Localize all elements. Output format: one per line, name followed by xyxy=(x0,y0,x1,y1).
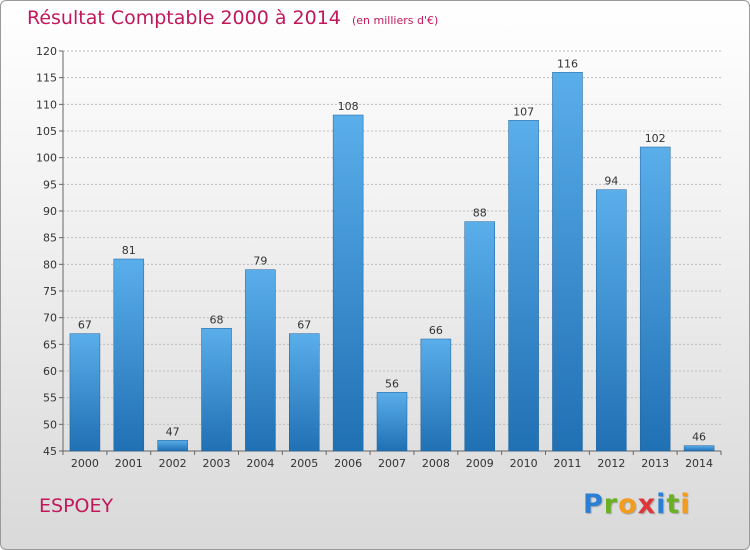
data-label-2014: 46 xyxy=(692,431,706,444)
y-tick-label: 105 xyxy=(36,125,57,138)
y-tick-label: 115 xyxy=(36,72,57,85)
y-tick-label: 60 xyxy=(43,365,57,378)
data-label-2009: 88 xyxy=(473,207,487,220)
x-tick-label-2002: 2002 xyxy=(159,457,187,470)
y-tick-label: 120 xyxy=(36,45,57,58)
x-tick-label-2012: 2012 xyxy=(597,457,625,470)
axes: 45 50 55 60 65 70 75 80 85 90 95 100 105 110 115 120 200… xyxy=(36,45,722,470)
x-tick-label-2005: 2005 xyxy=(290,457,318,470)
bar-2007[interactable] xyxy=(376,392,408,452)
x-tick-label-2000: 2000 xyxy=(71,457,99,470)
data-label-2011: 116 xyxy=(557,57,578,70)
bar-2009[interactable] xyxy=(464,221,495,452)
logo-letter: x xyxy=(637,489,657,520)
data-label-2005: 67 xyxy=(297,319,311,332)
x-tick-label-2014: 2014 xyxy=(685,457,713,470)
bars xyxy=(69,72,715,452)
y-tick-label: 100 xyxy=(36,152,57,165)
y-tick-label: 80 xyxy=(43,258,57,271)
bar-2004[interactable] xyxy=(245,269,276,452)
bar-2006[interactable] xyxy=(332,114,364,452)
bar-2008[interactable] xyxy=(420,338,452,452)
bar-2014[interactable] xyxy=(683,445,715,452)
bar-2011[interactable] xyxy=(552,72,583,452)
chart-title: Résultat Comptable 2000 à 2014 (en milli… xyxy=(27,7,438,29)
y-tick-label: 75 xyxy=(43,285,57,298)
x-tick-label-2004: 2004 xyxy=(246,457,274,470)
y-tick-label: 65 xyxy=(43,338,57,351)
data-label-2007: 56 xyxy=(385,377,399,390)
data-label-2008: 66 xyxy=(429,324,443,337)
bar-2002[interactable] xyxy=(157,440,188,452)
bar-2000[interactable] xyxy=(69,333,101,452)
logo-letter: i xyxy=(680,489,691,520)
bar-2001[interactable] xyxy=(113,258,145,452)
x-tick-label-2009: 2009 xyxy=(466,457,494,470)
y-tick-label: 45 xyxy=(43,445,57,458)
bar-2012[interactable] xyxy=(596,189,627,452)
data-label-2002: 47 xyxy=(166,425,180,438)
data-label-2012: 94 xyxy=(604,175,618,188)
y-tick-label: 55 xyxy=(43,392,57,405)
x-tick-label-2003: 2003 xyxy=(203,457,231,470)
data-label-2003: 68 xyxy=(210,313,224,326)
chart-subtitle: (en milliers d'€) xyxy=(351,14,439,27)
logo-letter: t xyxy=(666,489,681,520)
y-tick-label: 90 xyxy=(43,205,57,218)
logo-letter: i xyxy=(656,489,667,520)
logo-letter: o xyxy=(618,489,638,520)
data-label-2000: 67 xyxy=(78,319,92,332)
y-tick-label: 110 xyxy=(36,98,57,111)
x-tick-label-2008: 2008 xyxy=(422,457,450,470)
y-tick-label: 85 xyxy=(43,232,57,245)
logo-letter: P xyxy=(583,489,604,520)
x-tick-label-2001: 2001 xyxy=(115,457,143,470)
logo-letter: r xyxy=(603,489,619,520)
x-tick-label-2006: 2006 xyxy=(334,457,362,470)
data-label-2004: 79 xyxy=(253,255,267,268)
data-label-2013: 102 xyxy=(645,132,666,145)
x-tick-label-2011: 2011 xyxy=(553,457,581,470)
bar-2013[interactable] xyxy=(639,146,671,452)
y-tick-label: 50 xyxy=(43,418,57,431)
bar-2005[interactable] xyxy=(289,333,320,452)
chart-title-main: Résultat Comptable 2000 à 2014 xyxy=(27,7,341,29)
data-label-2010: 107 xyxy=(513,105,534,118)
x-tick-label-2013: 2013 xyxy=(641,457,669,470)
y-tick-label: 95 xyxy=(43,178,57,191)
bar-2010[interactable] xyxy=(508,120,539,452)
data-labels: 67 81 47 68 79 67 108 56 66 88 107 116 94 102 46 xyxy=(78,57,706,443)
data-label-2001: 81 xyxy=(122,244,136,257)
data-label-2006: 108 xyxy=(338,100,359,113)
y-tick-label: 70 xyxy=(43,312,57,325)
x-tick-label-2007: 2007 xyxy=(378,457,406,470)
x-tick-label-2010: 2010 xyxy=(510,457,538,470)
commune-name: ESPOEY xyxy=(39,495,114,517)
bar-2003[interactable] xyxy=(201,328,232,452)
proxiti-logo[interactable]: Proxiti xyxy=(583,489,691,520)
